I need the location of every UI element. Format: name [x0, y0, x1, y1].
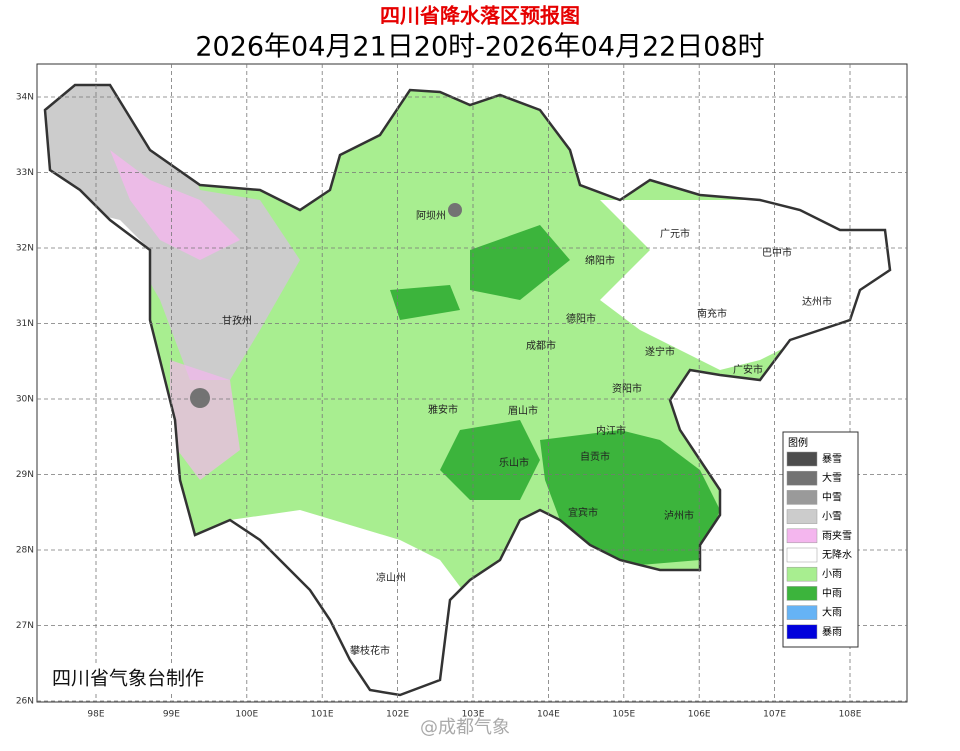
lat-label: 27N — [16, 621, 34, 631]
lon-label: 102E — [386, 710, 409, 720]
city: 广元市 — [660, 227, 690, 240]
lon-label: 106E — [688, 710, 711, 720]
city: 德阳市 — [566, 312, 596, 325]
credit: 四川省气象台制作 — [52, 668, 204, 690]
credit-box — [45, 664, 237, 694]
legend-swatch — [786, 586, 818, 601]
city: 内江市 — [596, 424, 626, 437]
lat-label: 30N — [16, 395, 34, 405]
legend-label: 大雨 — [822, 606, 842, 619]
legend-swatch — [786, 451, 818, 467]
legend-swatch — [786, 509, 818, 524]
legend-label: 雨夹雪 — [822, 529, 852, 542]
legend-label: 暴雪 — [822, 453, 842, 465]
legend-label: 中雨 — [822, 586, 842, 599]
city: 甘孜州 — [222, 314, 252, 327]
watermark: @成都气象 — [420, 717, 510, 738]
lon-label: 107E — [763, 710, 786, 720]
lat-label: 29N — [16, 470, 34, 480]
city: 成都市 — [526, 339, 556, 352]
lon-label: 104E — [537, 710, 560, 720]
legend-swatch — [786, 566, 818, 582]
lon-label: 99E — [163, 710, 180, 720]
city: 泸州市 — [664, 509, 694, 522]
city: 资阳市 — [612, 382, 642, 395]
lat-label: 26N — [16, 697, 34, 707]
subtitle: 2026年04月21日20时-2026年04月22日08时 — [195, 32, 764, 63]
city: 宜宾市 — [568, 506, 598, 519]
legend-swatch — [786, 490, 818, 505]
lon-label: 105E — [612, 710, 635, 720]
city: 绵阳市 — [585, 254, 615, 267]
lat-label: 33N — [16, 168, 34, 178]
legend-label: 暴雨 — [822, 626, 842, 638]
lon-label: 100E — [235, 710, 258, 720]
lat-label: 32N — [16, 244, 34, 254]
legend-label: 小雪 — [822, 511, 842, 523]
city: 自贡市 — [580, 450, 610, 463]
legend-label: 中雪 — [822, 490, 842, 503]
city: 巴中市 — [762, 246, 792, 259]
graticule: 34N 33N 32N 31N 30N 29N 28N 27N 26N 98E 99E 100E 101… — [16, 64, 907, 720]
city: 广安市 — [733, 363, 763, 376]
city-labels: 阿坝州 广元市 巴中市 绵阳市 甘孜州 德阳市 南充市 达州市 成都市 遂宁市 … — [222, 210, 832, 657]
city: 遂宁市 — [645, 345, 675, 358]
legend-label: 小雨 — [822, 568, 842, 580]
legend-label: 无降水 — [822, 548, 852, 561]
lat-label: 31N — [16, 319, 34, 329]
legend-title: 图例 — [788, 436, 808, 449]
legend-swatch — [786, 605, 818, 620]
city: 南充市 — [697, 307, 727, 320]
legend-swatch — [786, 547, 818, 563]
city: 达州市 — [802, 295, 832, 308]
lon-label: 103E — [462, 710, 485, 720]
legend-label: 大雪 — [822, 471, 842, 484]
city: 阿坝州 — [416, 210, 446, 222]
city: 雅安市 — [428, 403, 458, 416]
legend-swatch — [786, 528, 818, 544]
legend-swatch — [786, 470, 818, 486]
city: 眉山市 — [508, 404, 538, 417]
lon-label: 98E — [87, 710, 104, 720]
legend-swatch — [786, 624, 818, 640]
city: 凉山州 — [376, 571, 406, 584]
title: 四川省降水落区预报图 — [380, 4, 580, 28]
lon-label: 108E — [839, 710, 862, 720]
city: 乐山市 — [499, 456, 529, 469]
lat-label: 28N — [16, 546, 34, 556]
lon-label: 101E — [311, 710, 334, 720]
city: 攀枝花市 — [350, 644, 390, 657]
lat-label: 34N — [16, 93, 34, 103]
